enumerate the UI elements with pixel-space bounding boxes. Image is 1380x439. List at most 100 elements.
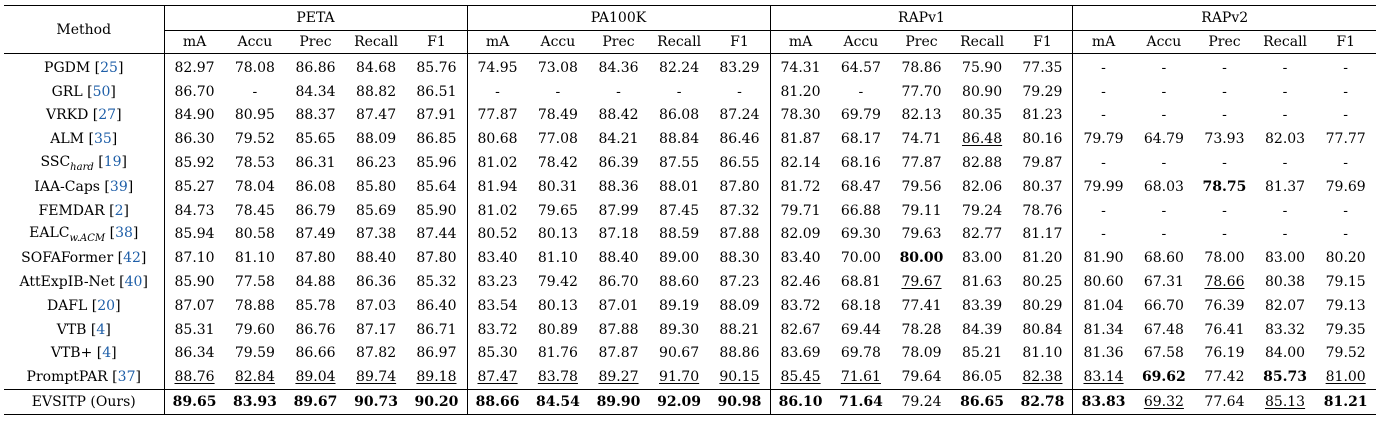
value-cell: 78.42	[528, 151, 589, 175]
citation-link[interactable]: 42	[123, 250, 141, 267]
metric-value: -	[1282, 226, 1288, 243]
value-cell: 87.82	[346, 342, 407, 366]
metric-value: 80.37	[1022, 178, 1063, 195]
citation-link[interactable]: 2	[114, 202, 124, 219]
method-name: DAFL	[46, 297, 88, 314]
metric-value: 64.57	[840, 59, 881, 76]
value-cell: -	[1134, 54, 1195, 80]
value-cell: 81.72	[769, 174, 831, 199]
value-cell: 80.16	[1012, 127, 1073, 151]
metric-value: 81.94	[477, 178, 518, 195]
metric-value: 74.71	[901, 131, 942, 148]
citation-link[interactable]: 35	[93, 131, 112, 148]
value-cell: 88.09	[346, 127, 407, 151]
method-name: EVSITP (Ours)	[31, 394, 136, 411]
citation-link[interactable]: 37	[117, 369, 136, 386]
value-cell: 80.13	[528, 223, 589, 247]
metric-value: 83.00	[1265, 250, 1306, 267]
metric-value: 79.65	[537, 202, 578, 219]
citation-link[interactable]: 50	[92, 83, 111, 100]
value-cell: 86.34	[163, 341, 225, 366]
table-row: AttExpIB-Net [40] 85.90 77.58 84.88 86.36 85.…	[4, 270, 1376, 294]
metric-value: 88.76	[174, 369, 215, 386]
metric-value: 90.98	[717, 394, 762, 411]
metric-header-recall: Recall	[648, 30, 710, 54]
metric-value: 77.87	[901, 155, 942, 172]
value-cell: 80.00	[891, 246, 952, 270]
value-cell: 83.23	[466, 270, 528, 294]
metric-value: 89.18	[416, 369, 457, 386]
value-cell: 88.21	[709, 318, 770, 342]
metric-value: 82.97	[174, 59, 215, 76]
value-cell: 79.63	[891, 223, 952, 247]
citation-link[interactable]: 19	[103, 153, 122, 170]
citation-link[interactable]: 20	[97, 297, 116, 314]
method-name: VTB+	[50, 345, 93, 362]
value-cell: 90.20	[406, 389, 467, 415]
method-subscript: w.ACM	[69, 232, 106, 244]
dataset-header-row: Method PETA PA100K RAPv1 RAPv2	[4, 5, 1376, 54]
value-cell: 77.41	[891, 294, 952, 318]
metric-value: 79.87	[1022, 155, 1063, 172]
metric-value: -	[1101, 202, 1106, 219]
metric-value: -	[1161, 59, 1167, 76]
dataset-header-peta: PETA	[163, 5, 467, 31]
value-cell: -	[1194, 151, 1255, 175]
metric-value: 69.32	[1143, 394, 1184, 411]
citation-link[interactable]: 38	[115, 225, 133, 242]
metric-value: 84.54	[535, 394, 580, 411]
method-cell: PGDM [25]	[44, 59, 124, 76]
metric-value: 86.08	[295, 178, 336, 195]
value-cell: 68.17	[831, 127, 892, 151]
value-cell: -	[588, 80, 649, 104]
citation-link[interactable]: 40	[124, 274, 143, 291]
citation-link[interactable]: 4	[102, 345, 112, 362]
value-cell: 81.20	[769, 79, 831, 104]
value-cell: 85.90	[163, 270, 225, 294]
citation-link[interactable]: 39	[109, 178, 128, 195]
value-cell: 85.90	[406, 199, 467, 223]
metric-value: 84.36	[598, 59, 639, 76]
value-cell: 83.00	[952, 246, 1013, 270]
metric-header-prec: Prec	[285, 30, 346, 54]
value-cell: 80.84	[1012, 318, 1073, 342]
metric-value: 80.31	[537, 178, 578, 195]
metric-value: 74.31	[780, 59, 821, 76]
metric-value: 85.78	[295, 297, 336, 314]
citation-link[interactable]: 27	[98, 107, 117, 124]
method-cell: VTB [4]	[56, 321, 111, 338]
value-cell: 85.30	[466, 341, 528, 366]
value-cell: 80.60	[1072, 270, 1134, 294]
metric-value: 89.27	[598, 369, 639, 386]
metric-value: 86.66	[295, 345, 336, 362]
method-cell: GRL [50]	[51, 83, 116, 100]
value-cell: 87.80	[285, 246, 346, 270]
metric-header-ma: mA	[163, 30, 225, 54]
metric-value: 68.17	[840, 131, 881, 148]
metric-value: 81.34	[1083, 321, 1124, 338]
metric-value: -	[1101, 83, 1106, 100]
method-subscript: hard	[70, 161, 94, 173]
citation-link[interactable]: 25	[100, 59, 118, 76]
value-cell: -	[1072, 222, 1134, 247]
metric-value: -	[252, 83, 258, 100]
metric-value: 86.70	[598, 274, 639, 291]
metric-value: 90.73	[354, 394, 398, 411]
metric-value: 81.02	[477, 202, 518, 219]
method-cell: SSChard [19]	[40, 153, 127, 173]
metric-value: 86.46	[719, 131, 760, 148]
value-cell: -	[1194, 199, 1255, 223]
citation-link[interactable]: 4	[96, 321, 106, 338]
metric-value: 87.47	[356, 107, 397, 124]
value-cell: 82.78	[1012, 389, 1073, 415]
value-cell: 87.24	[709, 104, 770, 128]
dataset-header-pa100k: PA100K	[466, 5, 770, 31]
metric-value: 81.10	[1022, 345, 1063, 362]
metric-value: 78.66	[1204, 274, 1245, 291]
value-cell: 87.23	[709, 270, 770, 294]
metric-value: 89.65	[172, 394, 217, 411]
value-cell: 81.04	[1072, 293, 1134, 318]
metric-value: 86.97	[416, 345, 457, 362]
metric-value: 80.35	[962, 107, 1003, 124]
metric-value: 81.87	[780, 131, 821, 148]
